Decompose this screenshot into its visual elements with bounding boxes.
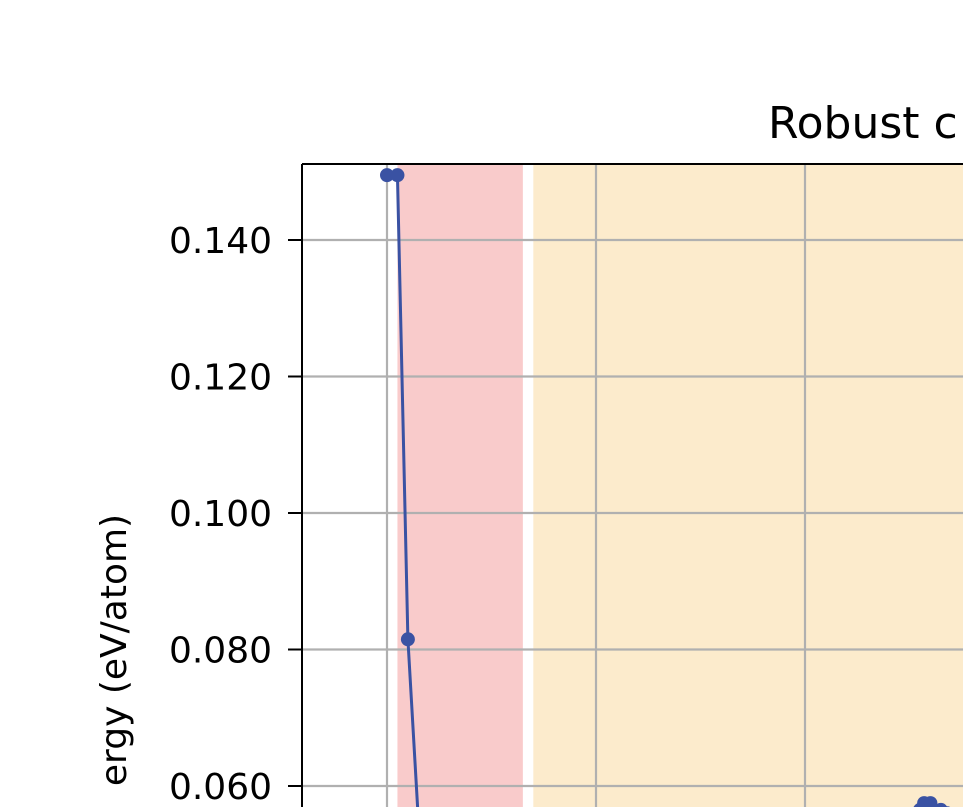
chart-title: Robust c [768, 98, 958, 149]
grid-lines [302, 164, 963, 807]
y-ticks: 0.140 0.120 0.100 0.080 0.060 [169, 221, 302, 807]
y-tick-label-2: 0.100 [169, 494, 272, 535]
data-point-0-2 [400, 632, 415, 647]
shaded-band-0 [397, 164, 523, 807]
y-axis-label: ergy (eV/atom) [94, 514, 135, 786]
y-tick-label-1: 0.120 [169, 358, 272, 399]
data-point-0-0 [380, 168, 394, 183]
shaded-bands [397, 164, 963, 807]
series-layer [380, 168, 951, 807]
data-point-1-2 [934, 802, 948, 807]
shaded-band-1 [533, 164, 963, 807]
y-tick-label-0: 0.140 [169, 221, 272, 262]
data-point-0-1 [390, 168, 405, 183]
data-point-1-1 [923, 796, 938, 807]
y-tick-label-3: 0.080 [169, 631, 272, 672]
y-tick-label-4: 0.060 [169, 767, 272, 807]
data-point-1-3 [913, 802, 927, 807]
